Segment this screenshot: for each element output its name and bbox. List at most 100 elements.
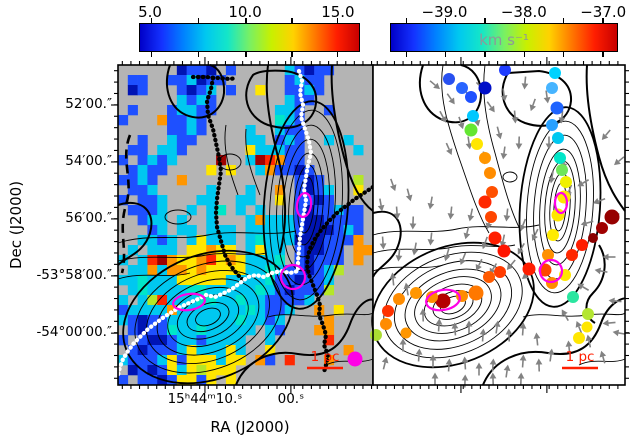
dec-tick-label: -53°58′00.″ xyxy=(36,266,112,283)
map-pixel xyxy=(353,145,364,156)
map-pixel xyxy=(304,195,315,206)
map-pixel xyxy=(196,195,207,206)
flow-arrow-head xyxy=(393,213,401,220)
map-pixel xyxy=(274,155,286,166)
map-pixel xyxy=(127,365,138,376)
flow-arrow-head xyxy=(543,97,551,104)
map-pixel xyxy=(167,355,178,366)
flow-arrow-shaft xyxy=(450,206,453,214)
map-pixel xyxy=(265,325,276,336)
colorbar-label: −39.0 xyxy=(421,3,468,21)
map-pixel xyxy=(235,265,246,276)
map-pixel xyxy=(323,225,335,236)
flow-arrow-head xyxy=(561,309,568,317)
map-pixel xyxy=(167,315,178,326)
flow-arrow-shaft xyxy=(520,242,525,250)
contour-ellipse xyxy=(134,260,282,374)
contour-line-thick xyxy=(117,202,153,266)
map-pixel xyxy=(127,345,138,356)
map-pixel xyxy=(137,325,148,336)
map-pixel xyxy=(225,365,236,376)
flow-arrow-head xyxy=(445,358,453,365)
velocity-dot xyxy=(382,305,394,317)
map-pixel xyxy=(186,125,197,136)
map-pixel xyxy=(255,235,266,246)
dec-tick-label: 56′00.″ xyxy=(65,209,112,226)
map-pixel xyxy=(157,145,168,156)
colorbar-tick xyxy=(523,52,526,57)
velocity-dot xyxy=(573,332,585,344)
map-pixel xyxy=(333,265,344,276)
map-pixel xyxy=(206,335,217,346)
map-pixel xyxy=(186,85,197,96)
dec-tick-label: 52′00.″ xyxy=(65,96,112,112)
map-pixel xyxy=(274,215,286,226)
map-pixel xyxy=(255,205,266,216)
velocity-dot xyxy=(426,291,438,303)
map-pixel xyxy=(186,285,197,296)
flow-arrow-shaft xyxy=(568,184,573,192)
map-pixel xyxy=(127,245,138,256)
map-pixel xyxy=(137,145,148,156)
flow-arrow-shaft xyxy=(618,156,625,162)
map-pixel xyxy=(186,205,197,216)
flow-arrow-head xyxy=(379,243,387,250)
map-pixel xyxy=(167,155,178,166)
map-pixel xyxy=(294,205,305,216)
map-pixel xyxy=(157,205,168,216)
map-pixel xyxy=(225,375,236,386)
colorbar-tick xyxy=(562,52,565,57)
flow-arrow-head xyxy=(577,283,585,290)
flow-arrow-head xyxy=(575,320,582,328)
velocity-dot xyxy=(582,308,594,320)
flow-arrow-head xyxy=(431,372,439,379)
map-pixel xyxy=(255,265,266,276)
map-pixel xyxy=(147,215,158,226)
map-pixel xyxy=(255,225,266,236)
contour-ellipse xyxy=(195,307,221,327)
map-pixel xyxy=(314,235,325,246)
map-pixel xyxy=(284,105,295,116)
contour-line-thick xyxy=(166,64,226,119)
black-filament-spine xyxy=(304,184,376,375)
flow-arrow-shaft xyxy=(382,362,386,370)
flow-arrow-head xyxy=(599,350,607,358)
dec-tick-label: -54°00′00.″ xyxy=(36,324,112,341)
map-pixel xyxy=(274,325,286,336)
map-pixel xyxy=(343,225,354,236)
map-pixel xyxy=(265,315,276,326)
map-pixel xyxy=(206,355,217,366)
map-pixel xyxy=(284,155,295,166)
map-pixel xyxy=(225,65,236,76)
map-pixel xyxy=(137,265,148,276)
map-pixel xyxy=(304,75,315,86)
map-pixel xyxy=(176,135,187,146)
map-pixel xyxy=(157,295,168,306)
flow-arrow-head xyxy=(517,247,524,255)
flow-arrow-shaft xyxy=(458,116,462,124)
map-pixel xyxy=(167,285,178,296)
map-pixel xyxy=(314,65,325,76)
map-pixel xyxy=(284,235,295,246)
flow-arrow-shaft xyxy=(510,259,516,266)
map-pixel xyxy=(206,105,217,116)
map-pixel xyxy=(196,365,207,376)
map-pixel xyxy=(225,305,236,316)
map-pixel xyxy=(157,255,168,266)
map-pixel xyxy=(245,305,256,316)
map-pixel xyxy=(157,215,168,226)
map-pixel xyxy=(225,325,236,336)
map-pixel xyxy=(118,375,129,386)
flow-arrow-shaft xyxy=(430,196,433,204)
velocity-dot xyxy=(581,321,593,333)
map-pixel xyxy=(314,75,325,86)
map-pixel xyxy=(137,345,148,356)
left-panel-velocity-map: 1 pc xyxy=(111,57,376,393)
map-pixel xyxy=(265,335,276,346)
map-pixel xyxy=(343,215,354,226)
map-pixel xyxy=(176,175,187,186)
black-filament-spine xyxy=(190,74,239,82)
map-pixel xyxy=(294,135,305,146)
flow-arrow-head xyxy=(446,148,453,155)
source-ellipse xyxy=(172,292,206,312)
